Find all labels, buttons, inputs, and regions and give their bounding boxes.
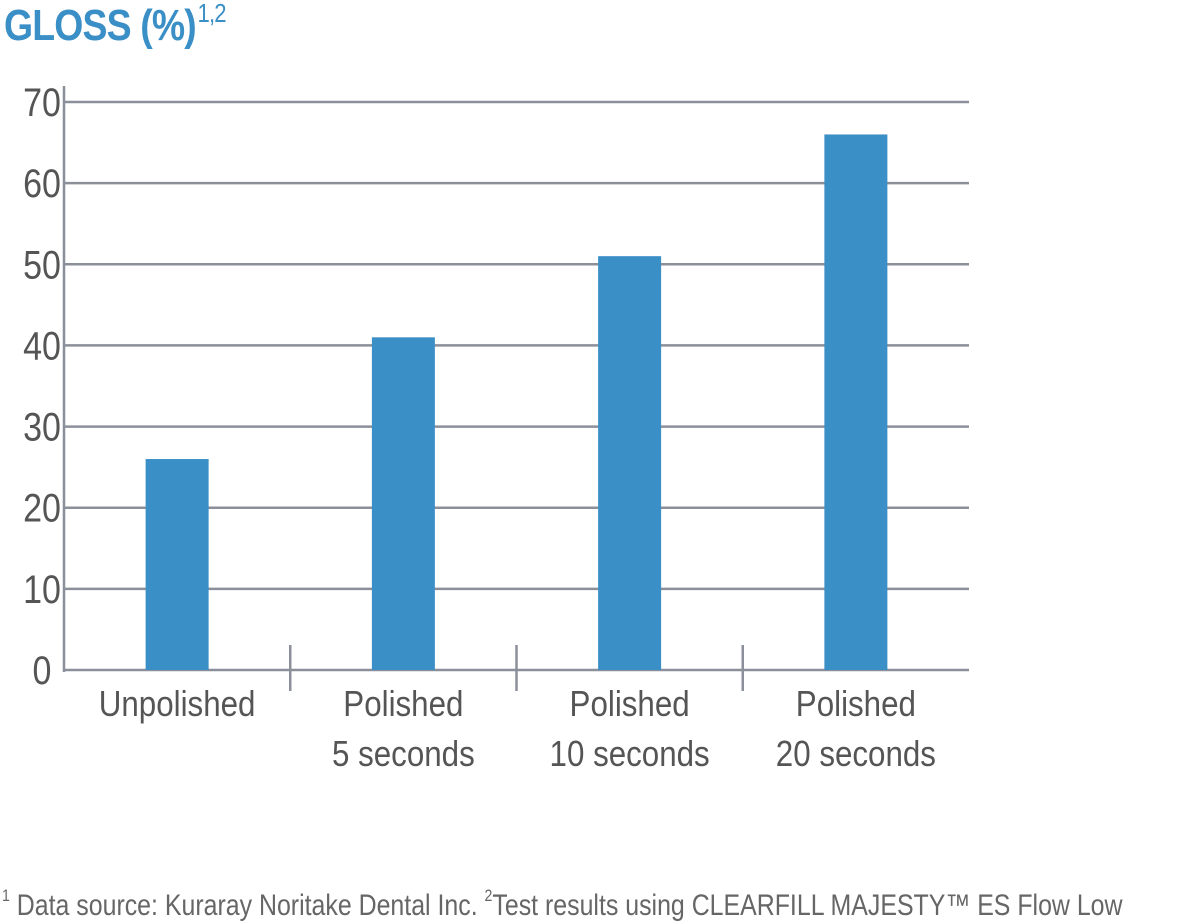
footnote-2-text: Test results using CLEARFILL MAJESTY™ ES… (492, 889, 1123, 922)
y-tick-label: 70 (23, 79, 61, 124)
y-tick-label: 30 (23, 404, 61, 449)
y-tick-label: 10 (23, 566, 61, 611)
x-tick-label: Polished (570, 684, 690, 725)
chart-title: GLOSS (%)1,2 (4, 0, 227, 51)
bar-chart: 0 10 20 30 40 50 60 70 Unpolished Polished 5 secon… (23, 79, 969, 775)
x-tick-label: 20 seconds (776, 734, 936, 775)
footnote-2-marker: 2 (484, 886, 493, 905)
chart-title-text: GLOSS (%) (4, 1, 197, 50)
bar (371, 337, 435, 670)
bar (598, 256, 662, 670)
x-tick-label: 5 seconds (332, 734, 475, 775)
y-tick-label: 50 (23, 242, 61, 287)
x-tick-label: Unpolished (99, 684, 256, 725)
bar (145, 459, 209, 670)
y-tick-label: 0 (33, 647, 52, 692)
x-tick-label: Polished (343, 684, 463, 725)
footnote-1-marker: 1 (2, 886, 10, 905)
y-tick-label: 40 (23, 323, 61, 368)
footnote-1-text: Data source: Kuraray Noritake Dental Inc… (9, 889, 485, 922)
x-tick-label: Polished (796, 684, 916, 725)
title-superscript: 1,2 (197, 0, 227, 28)
bar (824, 134, 888, 670)
y-tick-label: 60 (23, 161, 61, 206)
x-tick-label: 10 seconds (550, 734, 710, 775)
y-tick-label: 20 (23, 485, 61, 530)
footnote: 1 Data source: Kuraray Noritake Dental I… (2, 886, 1123, 923)
